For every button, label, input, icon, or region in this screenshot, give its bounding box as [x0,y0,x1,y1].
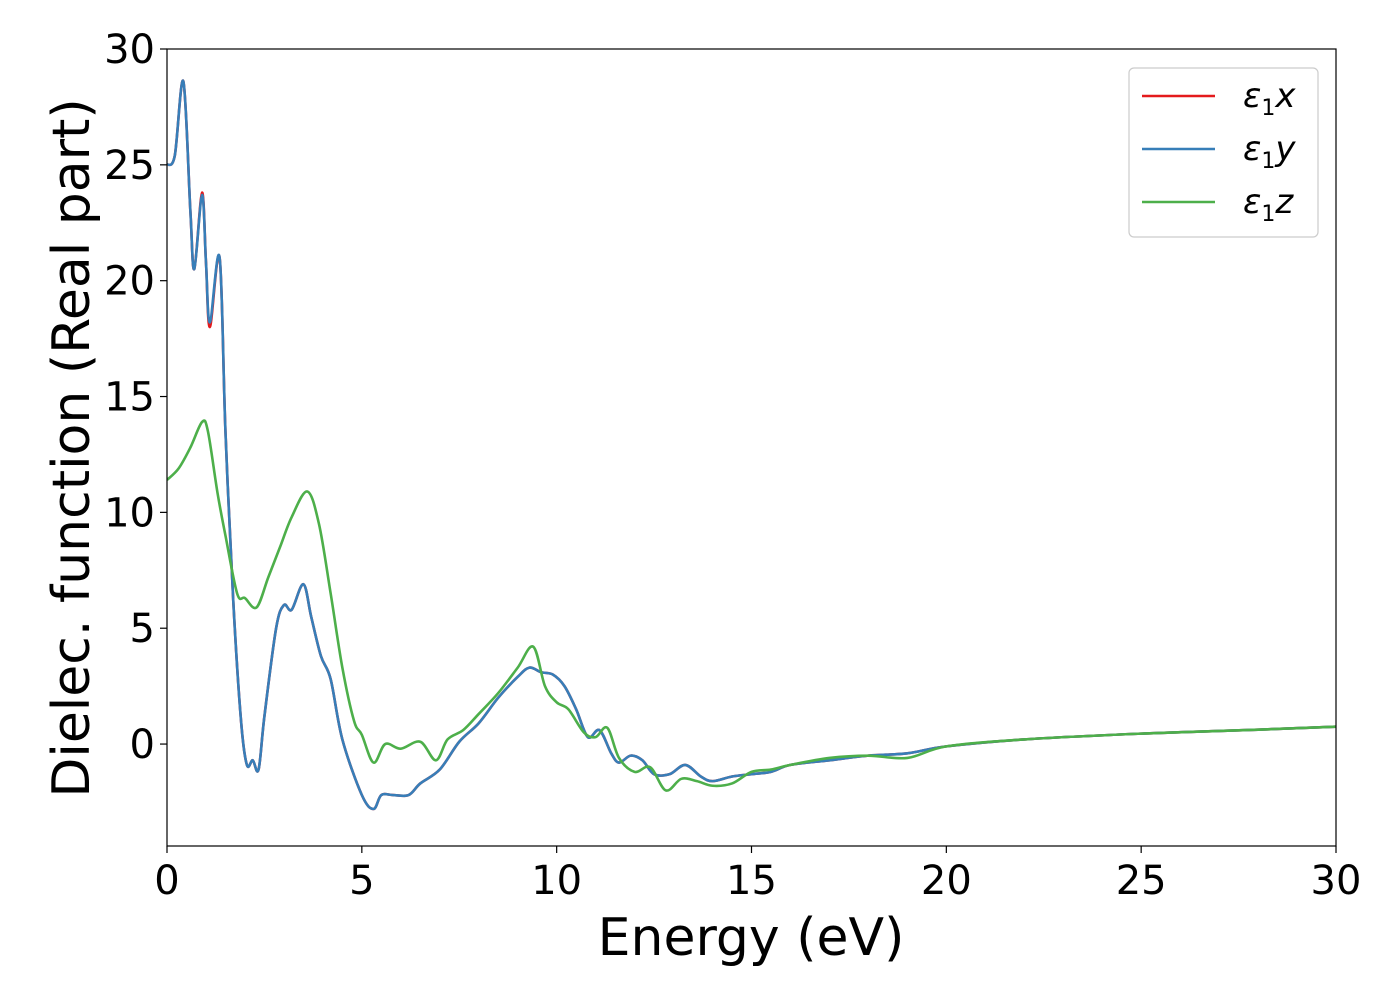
x-tick-label: 20 [921,858,972,904]
y-tick-label: 10 [104,490,155,536]
y-axis-label: Dielec. function (Real part) [42,98,102,797]
y-tick-label: 25 [104,143,155,189]
legend-label: ε1x [1243,76,1296,121]
series-layer [167,79,1336,811]
x-axis-label: Energy (eV) [598,908,905,968]
x-tick-label: 10 [531,858,582,904]
legend-label: ε1z [1243,182,1294,227]
series-line-2 [167,79,1336,811]
x-tick-label: 25 [1116,858,1167,904]
x-tick-label: 15 [726,858,777,904]
y-tick-label: 20 [104,259,155,305]
legend-label: ε1y [1243,129,1296,174]
series-line-3 [167,419,1336,792]
legend-box [1128,67,1319,238]
x-tick-label: 5 [349,858,374,904]
y-tick-label: 0 [130,722,155,768]
y-tick-label: 5 [130,606,155,652]
x-tick-label: 30 [1311,858,1362,904]
y-tick-label: 30 [104,27,155,73]
x-tick-label: 0 [154,858,179,904]
legend: ε1x ε1y ε1z [1128,67,1319,238]
y-tick-label: 15 [104,375,155,421]
x-axis-ticks: 0 5 10 15 20 25 30 [154,846,1361,904]
y-axis-ticks: 0 5 10 15 20 25 30 [104,27,167,768]
